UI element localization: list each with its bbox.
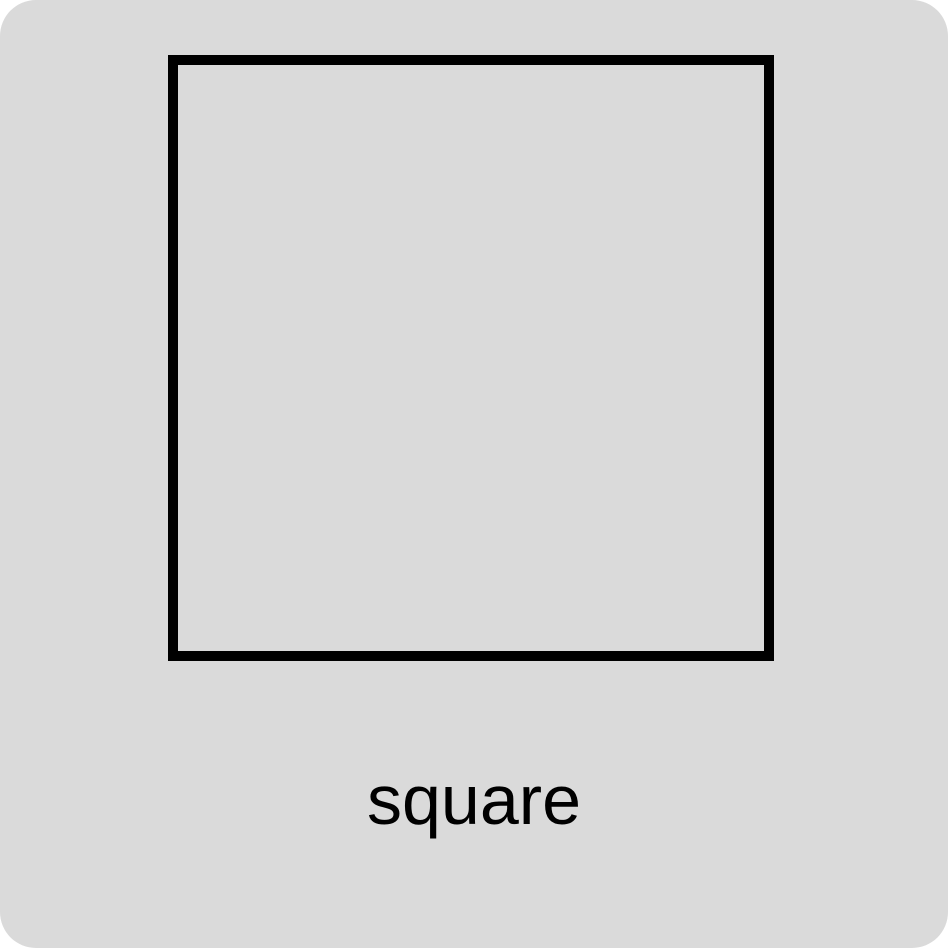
shape-label: square xyxy=(366,761,582,839)
square-icon xyxy=(168,55,774,661)
